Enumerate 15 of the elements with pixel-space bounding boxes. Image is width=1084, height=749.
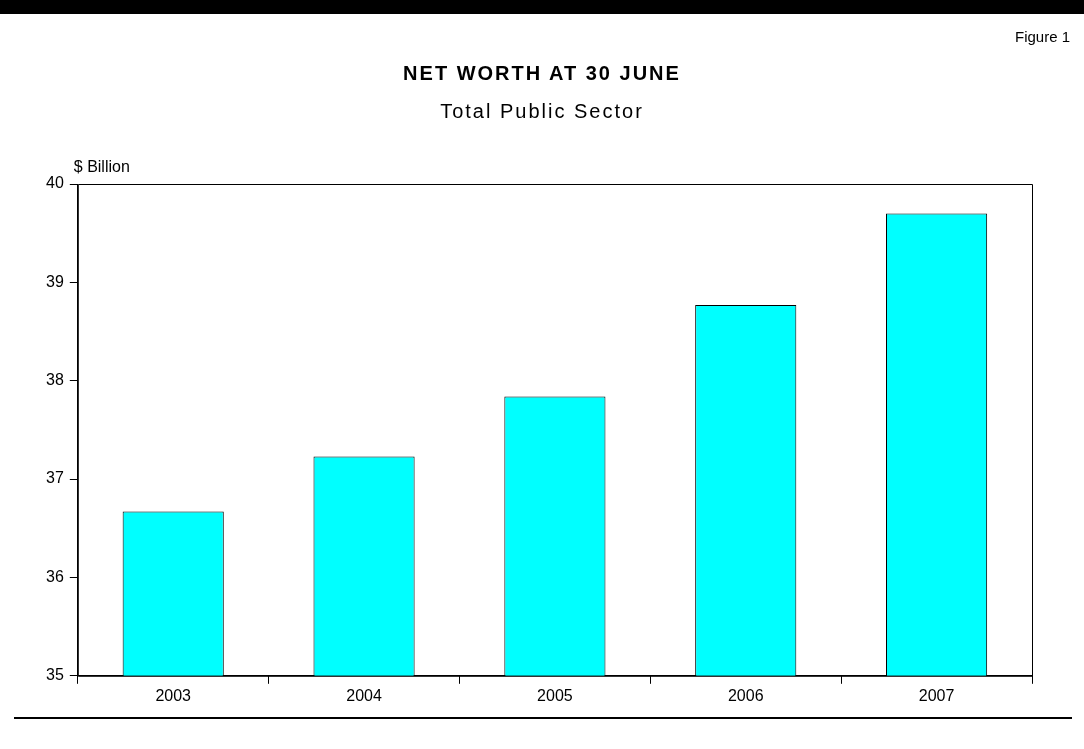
y-tick-label: 39	[46, 272, 64, 290]
x-tick-label: 2006	[727, 686, 764, 704]
x-tick-label: 2004	[346, 686, 382, 704]
x-tick-label: 2003	[155, 686, 192, 704]
y-axis-title: $ Billion	[73, 158, 130, 176]
x-tick-label: 2007	[918, 686, 955, 704]
y-tick-label: 40	[46, 174, 64, 192]
chart-title: NET WORTH AT 30 JUNE	[402, 62, 682, 85]
y-tick-label: 35	[46, 666, 64, 684]
y-tick-label: 36	[46, 567, 64, 585]
x-tick-label: 2005	[537, 686, 573, 704]
chart-subtitle: Total Public Sector	[439, 100, 645, 123]
y-tick-label: 37	[46, 469, 64, 487]
caption: Figure 1	[1014, 28, 1070, 45]
y-tick-label: 38	[46, 371, 64, 389]
